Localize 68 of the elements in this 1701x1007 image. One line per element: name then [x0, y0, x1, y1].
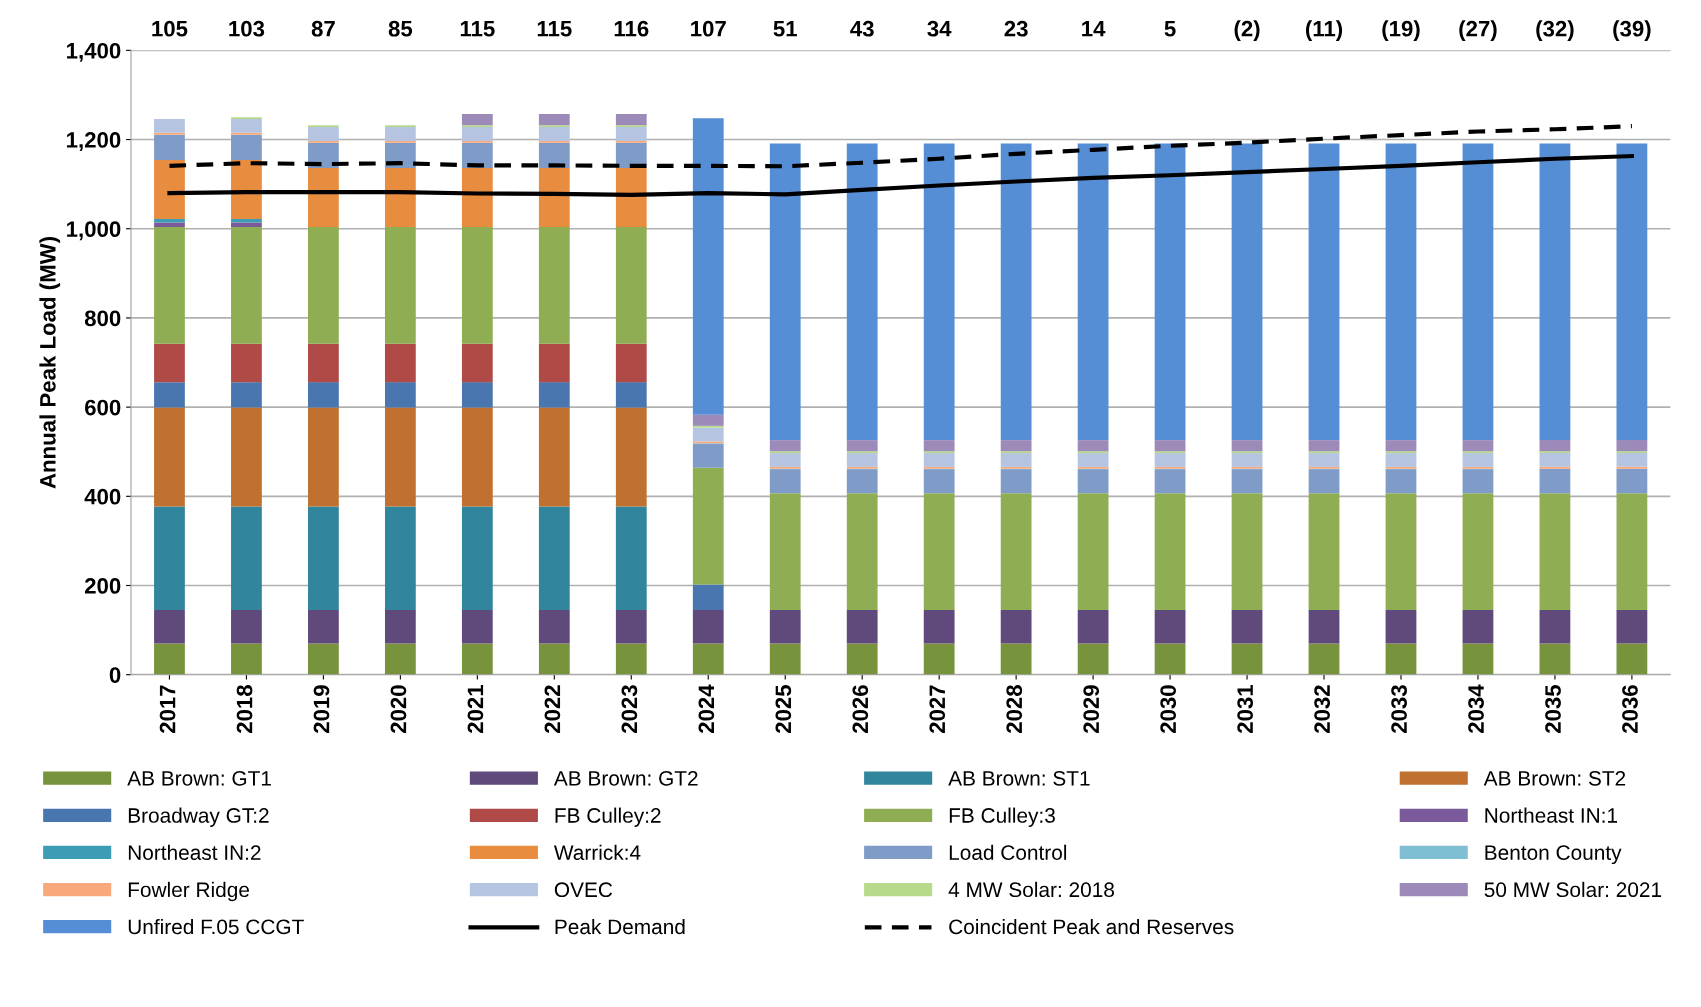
- text: (27): [1459, 20, 1497, 41]
- x-tick-label: 2033: [1391, 685, 1407, 734]
- text: 115: [460, 21, 495, 37]
- legend-label: OVEC: [554, 882, 613, 898]
- legend-label: Unfired F.05 CCGT: [128, 918, 304, 935]
- x-tick-label: 2029: [1083, 685, 1100, 734]
- text: 51: [773, 21, 797, 37]
- legend-label: Benton County: [1485, 845, 1622, 865]
- x-tick-label: 2021: [467, 685, 484, 734]
- legend-label: AB Brown: GT2: [553, 770, 698, 786]
- text: 23: [1004, 20, 1028, 37]
- legend-label: AB Brown: GT1: [127, 770, 271, 786]
- text: (19): [1382, 20, 1420, 41]
- text: 87: [311, 20, 335, 37]
- text: 85: [388, 20, 413, 37]
- y-tick-label: 200: [84, 578, 121, 594]
- legend-label: Northeast IN:1: [1485, 807, 1618, 823]
- y-tick-label: 800: [84, 310, 121, 327]
- text: (11): [1305, 20, 1343, 41]
- y-tick-label: 1,200: [67, 132, 121, 152]
- legend-label: FB Culley:2: [555, 807, 661, 827]
- x-tick-label: 2022: [544, 685, 561, 734]
- text: (32): [1536, 20, 1574, 41]
- x-tick-label: 2025: [775, 685, 792, 734]
- legend-label: AB Brown: ST1: [948, 770, 1090, 786]
- legend-label: Load Control: [949, 844, 1067, 860]
- y-tick-label: 0: [109, 667, 121, 683]
- y-axis-title: Annual Peak Load (MW): [39, 237, 61, 489]
- legend-label: Warrick:4: [553, 844, 641, 860]
- x-tick-label: 2027: [929, 685, 946, 734]
- x-tick-label: 2023: [621, 685, 638, 734]
- x-tick-label: 2024: [698, 684, 715, 734]
- legend-label: Northeast IN:2: [128, 844, 261, 860]
- text: 43: [850, 20, 874, 37]
- legend-label: Peak Demand: [555, 918, 685, 935]
- text: 105: [152, 20, 188, 37]
- legend-label: FB Culley:3: [949, 807, 1055, 827]
- x-tick-label: 2017: [159, 685, 176, 734]
- legend-label: AB Brown: ST2: [1483, 770, 1626, 786]
- text: 34: [927, 20, 952, 37]
- x-tick-label: 2036: [1622, 685, 1638, 734]
- x-tick-label: 2020: [390, 685, 407, 734]
- text: 14: [1082, 21, 1106, 37]
- x-tick-label: 2031: [1237, 685, 1254, 734]
- text: 116: [614, 20, 649, 37]
- legend-label: 4 MW Solar: 2018: [948, 881, 1114, 898]
- y-tick-label: 1,400: [67, 42, 121, 62]
- y-tick-label: 600: [84, 399, 121, 416]
- legend-label: Broadway GT:2: [128, 807, 269, 827]
- x-tick-label: 2028: [1006, 685, 1023, 734]
- x-tick-label: 2030: [1160, 685, 1177, 734]
- x-tick-label: 2032: [1314, 685, 1331, 734]
- legend-label: 50 MW Solar: 2021: [1484, 881, 1662, 898]
- x-tick-label: 2026: [852, 685, 869, 734]
- y-tick-label: 400: [84, 488, 121, 505]
- text: 107: [691, 20, 726, 37]
- legend-label: Fowler Ridge: [128, 881, 250, 902]
- text: (39): [1613, 20, 1651, 41]
- legend-label: Coincident Peak and Reserves: [949, 918, 1234, 935]
- x-tick-label: 2019: [313, 685, 330, 734]
- text: (2): [1234, 20, 1260, 41]
- y-tick-label: 1,000: [67, 221, 121, 241]
- text: 5: [1164, 21, 1176, 37]
- x-tick-label: 2018: [236, 685, 253, 734]
- text: 103: [229, 20, 265, 37]
- text: 115: [537, 21, 572, 37]
- x-tick-label: 2034: [1468, 684, 1484, 734]
- x-tick-label: 2035: [1545, 685, 1561, 734]
